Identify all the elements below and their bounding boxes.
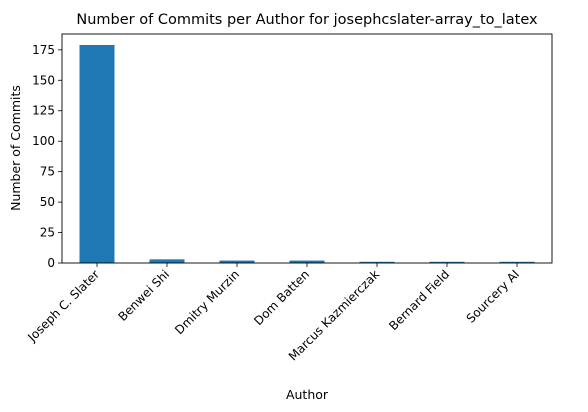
y-tick-label: 75 bbox=[40, 165, 55, 179]
y-tick-label: 125 bbox=[32, 104, 55, 118]
bar bbox=[429, 261, 465, 263]
y-axis-label: Number of Commits bbox=[8, 85, 23, 211]
x-tick-label: Sourcery AI bbox=[464, 267, 523, 326]
bars-group bbox=[79, 44, 535, 263]
y-tick-label: 175 bbox=[32, 43, 55, 57]
bar bbox=[79, 44, 115, 263]
x-tick-label: Dmitry Murzin bbox=[172, 267, 242, 337]
y-tick-label: 25 bbox=[40, 226, 55, 240]
x-tick-label: Bernard Field bbox=[386, 267, 452, 333]
bar bbox=[219, 260, 255, 263]
y-tick-label: 150 bbox=[32, 73, 55, 87]
bar bbox=[289, 260, 325, 263]
bar bbox=[359, 261, 395, 263]
x-axis-label: Author bbox=[286, 387, 329, 402]
y-tick-label: 50 bbox=[40, 195, 55, 209]
plot-frame bbox=[61, 33, 553, 264]
bar bbox=[149, 259, 185, 263]
y-axis: 0 25 50 75 100 125 150 175 bbox=[32, 43, 62, 270]
bar bbox=[499, 261, 535, 263]
chart-title: Number of Commits per Author for josephc… bbox=[76, 12, 538, 28]
y-tick-label: 100 bbox=[32, 134, 55, 148]
x-tick-label: Benwei Shi bbox=[115, 267, 172, 324]
y-tick-label: 0 bbox=[47, 256, 55, 270]
x-axis: Joseph C. Slater Benwei Shi Dmitry Murzin D… bbox=[24, 263, 522, 364]
x-tick-label: Joseph C. Slater bbox=[24, 267, 102, 345]
x-tick-label: Dom Batten bbox=[251, 267, 312, 328]
